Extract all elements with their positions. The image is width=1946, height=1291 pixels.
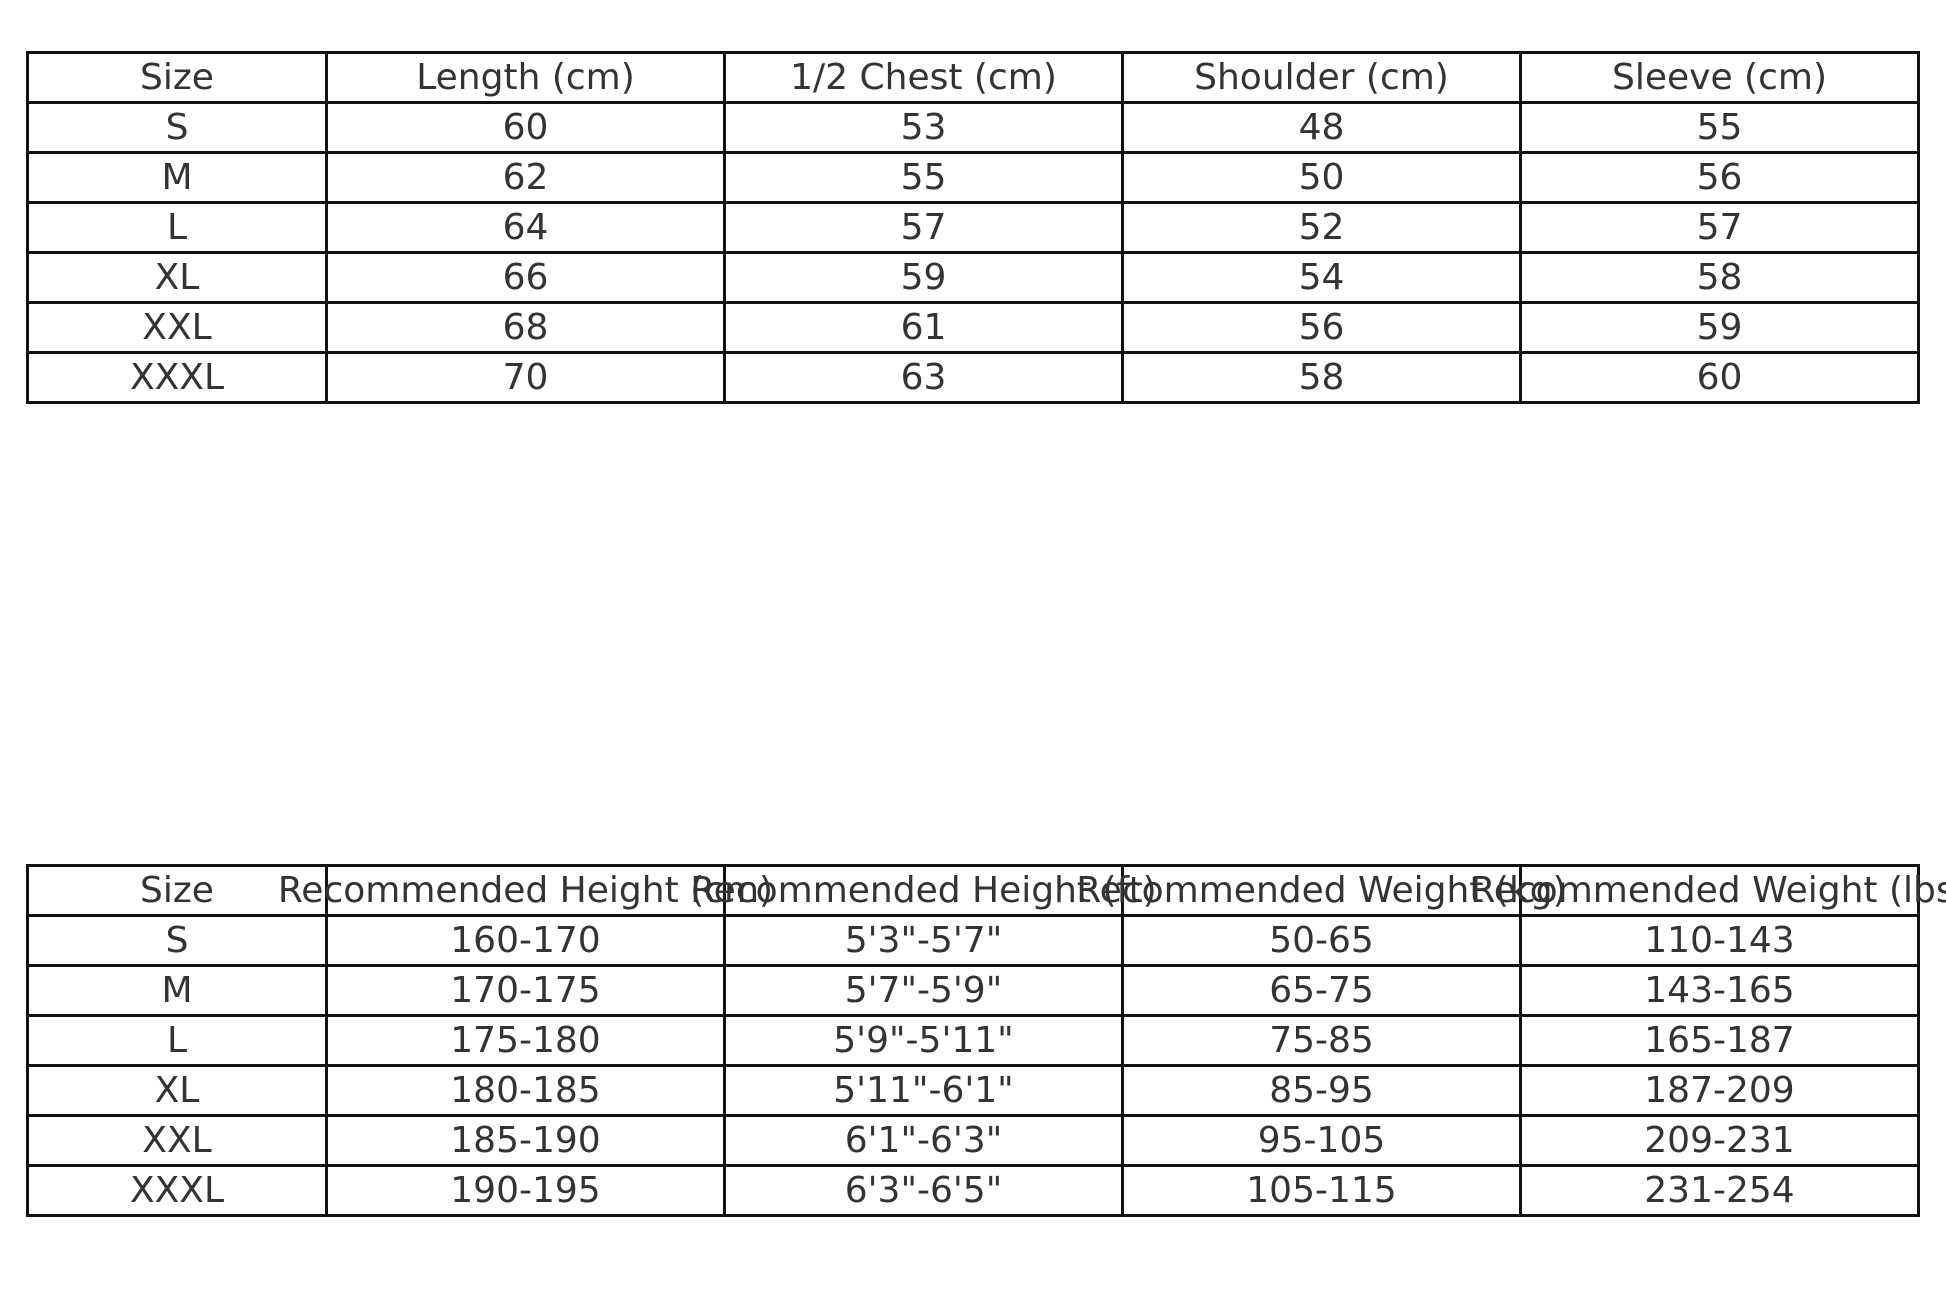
table-cell: 58: [1519, 251, 1920, 304]
table-cell: 64: [325, 201, 726, 254]
table-row: S 160-170 5'3"-5'7" 50-65 110-143: [26, 914, 1920, 967]
column-header: Size: [26, 51, 328, 104]
table-cell: 60: [1519, 351, 1920, 404]
header-row: Size Length (cm) 1/2 Chest (cm) Shoulder (c…: [26, 51, 1920, 104]
table-cell: 70: [325, 351, 726, 404]
table-cell: L: [26, 1014, 328, 1067]
table-cell: 55: [1519, 101, 1920, 154]
table-cell: 75-85: [1121, 1014, 1522, 1067]
table-row: L 64 57 52 57: [26, 201, 1920, 254]
table-cell: 62: [325, 151, 726, 204]
column-header: Recommended Weight (kg): [1076, 864, 1567, 917]
column-header: Sleeve (cm): [1519, 51, 1920, 104]
table-row: M 62 55 50 56: [26, 151, 1920, 204]
header-label: Shoulder (cm): [1194, 57, 1449, 98]
header-label: Sleeve (cm): [1612, 57, 1827, 98]
header-label: Size: [140, 57, 214, 98]
table-cell: M: [26, 964, 328, 1017]
table-row: XL 66 59 54 58: [26, 251, 1920, 304]
header-label: Recommended Weight (kg): [1076, 870, 1567, 911]
measurements-table: Size Length (cm) 1/2 Chest (cm) Shoulder (c…: [26, 51, 1920, 404]
recommendation-table: Size Recommended Height (cm) Recommended H…: [26, 864, 1946, 1217]
table-cell: 59: [723, 251, 1124, 304]
column-header: Recommended Weight (lbs): [1470, 864, 1946, 917]
column-header: Shoulder (cm): [1121, 51, 1522, 104]
table-cell: 170-175: [325, 964, 726, 1017]
table-cell: 5'11"-6'1": [723, 1064, 1124, 1117]
column-header: Length (cm): [325, 51, 726, 104]
header-label: Recommended Height (cm): [277, 870, 774, 911]
table-row: M 170-175 5'7"-5'9" 65-75 143-165: [26, 964, 1920, 1017]
table-cell: 6'3"-6'5": [723, 1164, 1124, 1217]
table-row: XL 180-185 5'11"-6'1" 85-95 187-209: [26, 1064, 1920, 1117]
table-cell: 110-143: [1519, 914, 1920, 967]
table-cell: 209-231: [1519, 1114, 1920, 1167]
table-cell: XL: [26, 1064, 328, 1117]
table-cell: 85-95: [1121, 1064, 1522, 1117]
table-cell: 180-185: [325, 1064, 726, 1117]
table-cell: 58: [1121, 351, 1522, 404]
table-cell: M: [26, 151, 328, 204]
table-cell: XXXL: [26, 351, 328, 404]
table-cell: S: [26, 101, 328, 154]
table-cell: 185-190: [325, 1114, 726, 1167]
table-cell: XXL: [26, 301, 328, 354]
column-header: Recommended Height (ft): [690, 864, 1157, 917]
table-row: L 175-180 5'9"-5'11" 75-85 165-187: [26, 1014, 1920, 1067]
table-cell: 143-165: [1519, 964, 1920, 1017]
table-cell: 63: [723, 351, 1124, 404]
table-cell: 56: [1121, 301, 1522, 354]
table-row: S 60 53 48 55: [26, 101, 1920, 154]
column-header: Size: [26, 864, 328, 917]
table-row: XXL 68 61 56 59: [26, 301, 1920, 354]
table-cell: 56: [1519, 151, 1920, 204]
header-label: Recommended Height (ft): [690, 870, 1157, 911]
table-cell: 50: [1121, 151, 1522, 204]
header-label: 1/2 Chest (cm): [790, 57, 1057, 98]
table-row: XXL 185-190 6'1"-6'3" 95-105 209-231: [26, 1114, 1920, 1167]
table-cell: S: [26, 914, 328, 967]
table-cell: 65-75: [1121, 964, 1522, 1017]
table-cell: 54: [1121, 251, 1522, 304]
table-cell: 165-187: [1519, 1014, 1920, 1067]
header-row: Size Recommended Height (cm) Recommended H…: [26, 864, 1946, 917]
column-header: Recommended Height (cm): [278, 864, 773, 917]
table-cell: 61: [723, 301, 1124, 354]
table-cell: 187-209: [1519, 1064, 1920, 1117]
table-cell: XL: [26, 251, 328, 304]
table-cell: 190-195: [325, 1164, 726, 1217]
table-cell: 52: [1121, 201, 1522, 254]
table-row: XXXL 190-195 6'3"-6'5" 105-115 231-254: [26, 1164, 1920, 1217]
table-cell: 48: [1121, 101, 1522, 154]
table-cell: XXXL: [26, 1164, 328, 1217]
table-cell: 95-105: [1121, 1114, 1522, 1167]
header-label: Size: [140, 870, 214, 911]
table-cell: 5'3"-5'7": [723, 914, 1124, 967]
header-label: Length (cm): [416, 57, 635, 98]
header-label: Recommended Weight (lbs): [1470, 870, 1946, 911]
table-cell: 53: [723, 101, 1124, 154]
table-cell: 60: [325, 101, 726, 154]
table-cell: 160-170: [325, 914, 726, 967]
table-cell: XXL: [26, 1114, 328, 1167]
table-cell: 5'9"-5'11": [723, 1014, 1124, 1067]
column-header: 1/2 Chest (cm): [723, 51, 1124, 104]
table-row: XXXL 70 63 58 60: [26, 351, 1920, 404]
table-cell: 59: [1519, 301, 1920, 354]
table-cell: 57: [723, 201, 1124, 254]
table-cell: 68: [325, 301, 726, 354]
table-cell: 5'7"-5'9": [723, 964, 1124, 1017]
table-cell: 175-180: [325, 1014, 726, 1067]
table-cell: 50-65: [1121, 914, 1522, 967]
table-cell: 57: [1519, 201, 1920, 254]
table-cell: 231-254: [1519, 1164, 1920, 1217]
table-cell: 55: [723, 151, 1124, 204]
table-cell: 105-115: [1121, 1164, 1522, 1217]
table-cell: L: [26, 201, 328, 254]
table-cell: 6'1"-6'3": [723, 1114, 1124, 1167]
table-cell: 66: [325, 251, 726, 304]
